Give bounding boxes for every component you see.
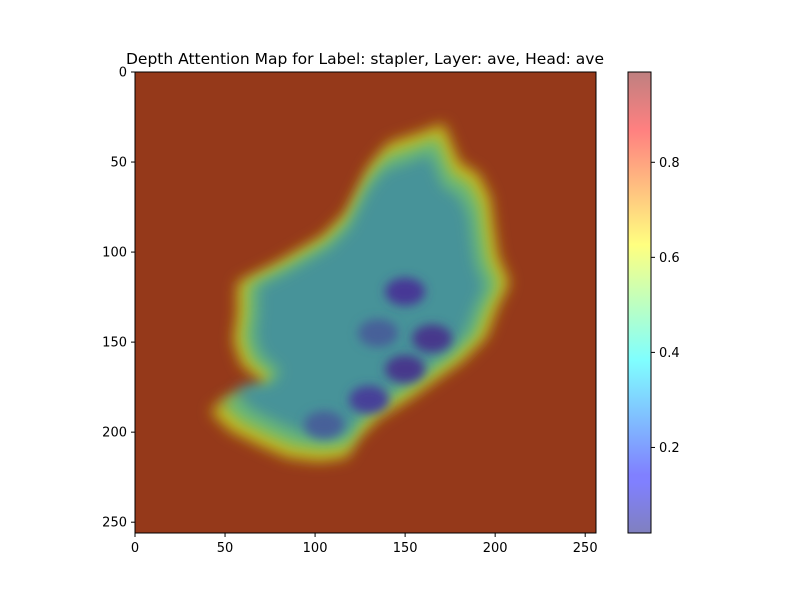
heatmap-hotspot — [304, 410, 345, 439]
y-tick-label: 200 — [102, 426, 127, 441]
heatmap-hotspot — [385, 355, 426, 384]
x-tick-label: 0 — [131, 541, 139, 556]
x-tick-label: 100 — [303, 541, 328, 556]
colorbar-tick-label: 0.2 — [659, 441, 680, 456]
x-tick-label: 250 — [573, 541, 598, 556]
y-tick-label: 50 — [110, 156, 127, 171]
heatmap-hotspot — [412, 324, 453, 353]
y-axis: 0 50 100 150 200 250 — [102, 66, 135, 531]
chart-title: Depth Attention Map for Label: stapler, … — [126, 50, 604, 68]
colorbar-ticks: 0.2 0.4 0.6 0.8 — [651, 156, 680, 456]
x-tick-label: 150 — [393, 541, 418, 556]
heatmap-hotspot — [358, 319, 399, 348]
x-tick-label: 200 — [483, 541, 508, 556]
colorbar-frame — [627, 71, 652, 534]
y-tick-label: 100 — [102, 246, 127, 261]
y-tick-label: 250 — [102, 516, 127, 531]
x-tick-label: 50 — [217, 541, 234, 556]
y-tick-label: 0 — [119, 66, 127, 81]
heatmap-hotspot — [385, 277, 426, 306]
colorbar: 0.2 0.4 0.6 0.8 — [627, 71, 680, 534]
y-tick-label: 150 — [102, 336, 127, 351]
colorbar-tick-label: 0.6 — [659, 251, 680, 266]
plot-area — [134, 71, 597, 534]
heatmap-image — [135, 72, 596, 533]
colorbar-tick-label: 0.8 — [659, 156, 680, 171]
heatmap-hotspot — [349, 385, 390, 414]
x-axis: 0 50 100 150 200 250 — [131, 533, 598, 556]
colorbar-gradient — [628, 72, 651, 533]
colorbar-tick-label: 0.4 — [659, 346, 680, 361]
plot-frame — [134, 71, 597, 534]
